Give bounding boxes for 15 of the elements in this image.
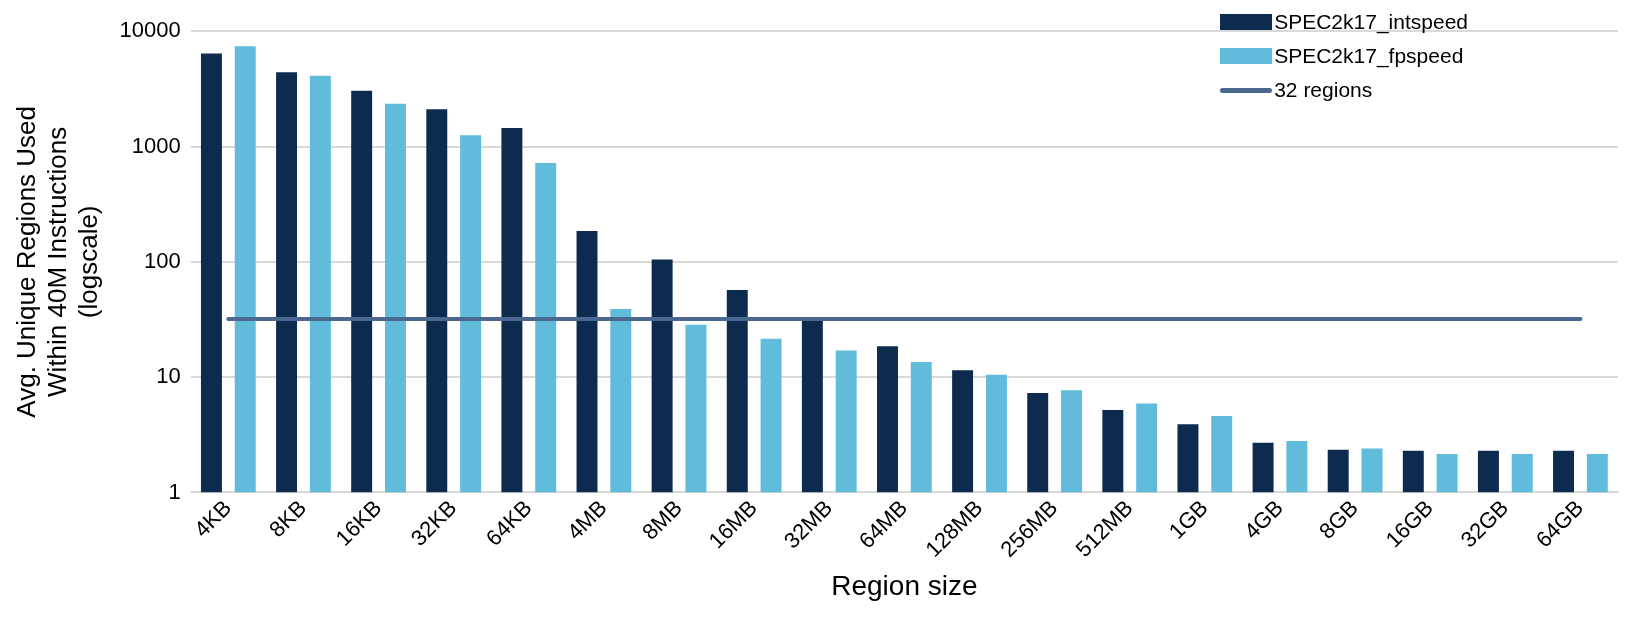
legend-label: SPEC2k17_fpspeed xyxy=(1274,44,1464,68)
y-axis-title: Avg. Unique Regions Used Within 40M Instructions (logscale) xyxy=(10,105,104,418)
x-tick-label: 8GB xyxy=(1314,494,1363,544)
x-tick-label: 4MB xyxy=(562,494,612,545)
x-tick-label: 4KB xyxy=(189,494,237,543)
y-tick-label: 100 xyxy=(144,247,181,273)
x-tick-label: 4GB xyxy=(1238,494,1288,544)
legend-label: 32 regions xyxy=(1274,78,1373,102)
legend-label: SPEC2k17_intspeed xyxy=(1274,10,1468,34)
y-tick-label: 1000 xyxy=(131,132,181,158)
y-tick-label: 1 xyxy=(168,478,181,504)
y-tick-label: 10000 xyxy=(119,17,181,43)
x-axis-title: Region size xyxy=(831,569,978,601)
x-tick-label: 8KB xyxy=(264,494,312,543)
y-tick-label: 10 xyxy=(156,363,181,389)
